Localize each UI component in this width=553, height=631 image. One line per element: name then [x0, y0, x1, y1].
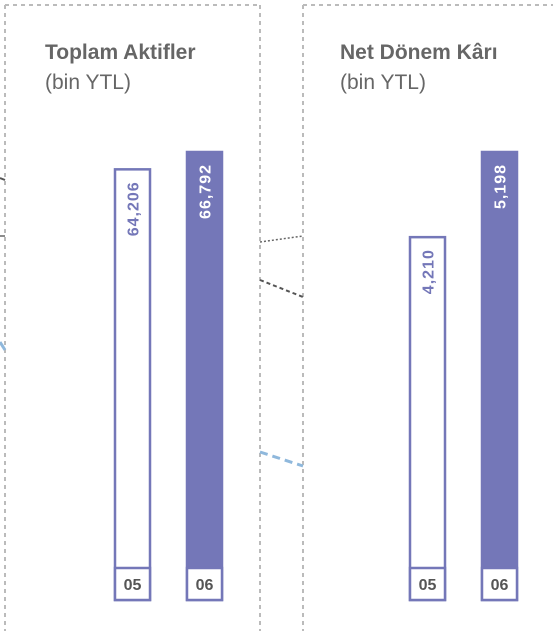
year-label: 05 — [124, 577, 142, 594]
frame — [4, 4, 553, 631]
panel-subtitle: (bin YTL) — [340, 71, 426, 94]
bar — [408, 235, 447, 602]
year-box — [185, 566, 224, 602]
year-box — [408, 566, 447, 602]
value-label: 5,198 — [493, 164, 510, 209]
year-label: 06 — [491, 577, 509, 594]
year-box — [480, 566, 519, 602]
year-box — [113, 566, 152, 602]
bar — [185, 150, 224, 602]
panel-title: Toplam Aktifler — [45, 41, 196, 64]
bar — [480, 150, 519, 602]
value-label: 64,206 — [126, 181, 143, 236]
value-label: 66,792 — [198, 164, 215, 219]
year-label: 05 — [419, 577, 437, 594]
connectors — [0, 177, 304, 468]
value-label: 4,210 — [421, 249, 438, 294]
panel-subtitle: (bin YTL) — [45, 71, 131, 94]
year-label: 06 — [196, 577, 214, 594]
panel-title: Net Dönem Kârı — [340, 41, 498, 64]
